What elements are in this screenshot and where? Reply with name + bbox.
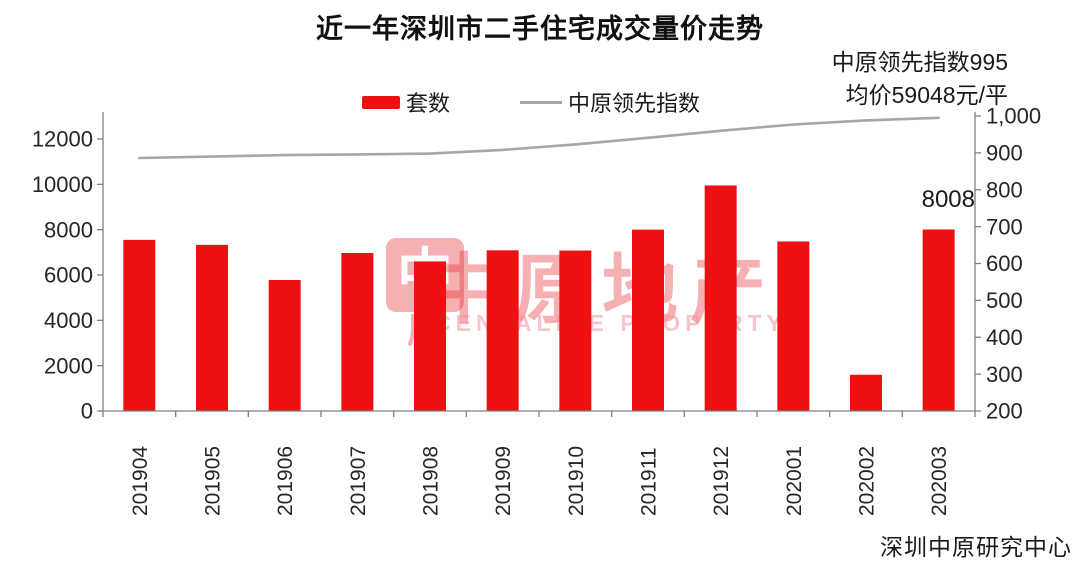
- bar-202003: [922, 229, 955, 411]
- x-axis-label-201908: 201908: [420, 446, 443, 516]
- bar-series-label: 套数: [406, 91, 451, 116]
- left-axis-tick-label: 4000: [44, 308, 93, 333]
- right-axis-tick-label: 900: [986, 141, 1023, 166]
- x-axis-label-201907: 201907: [347, 446, 370, 516]
- legend-item-line: 中原领先指数: [520, 86, 700, 118]
- legend-item-bars: 套数: [362, 86, 450, 118]
- bar-201908: [414, 261, 446, 411]
- left-axis-tick-label: 6000: [44, 263, 93, 288]
- index-annotation: 中原领先指数995: [831, 49, 1008, 75]
- right-axis-tick-label: 300: [986, 362, 1023, 387]
- bar-202002: [850, 374, 882, 411]
- x-axis-label-201904: 201904: [129, 446, 152, 516]
- bar-series-swatch: [362, 95, 400, 109]
- line-series-swatch: [520, 100, 562, 104]
- last-bar-value-label: 8008: [921, 186, 975, 213]
- x-axis-label-201912: 201912: [710, 446, 733, 516]
- x-axis-label-202003: 202003: [928, 446, 951, 516]
- right-axis-tick-label: 200: [986, 399, 1023, 424]
- bar-201910: [559, 250, 592, 411]
- bar-201906: [268, 279, 301, 411]
- left-axis-tick-label: 8000: [44, 217, 93, 242]
- bar-201911: [632, 229, 664, 411]
- top-right-annotation: 中原领先指数995 均价59048元/平: [832, 46, 1008, 112]
- x-axis-label-201906: 201906: [274, 446, 297, 516]
- index-line: [138, 116, 940, 160]
- bar-201904: [123, 239, 156, 411]
- bar-201907: [341, 253, 374, 411]
- right-axis-tick-label: 600: [986, 251, 1023, 276]
- left-axis-tick-label: 2000: [44, 353, 93, 378]
- x-axis-label-201909: 201909: [492, 446, 515, 516]
- left-axis-tick-label: 10000: [32, 172, 93, 197]
- right-axis-tick-label: 1,000: [986, 104, 1041, 129]
- bar-202001: [777, 241, 810, 411]
- x-axis-label-202002: 202002: [856, 446, 879, 516]
- chart-title: 近一年深圳市二手住宅成交量价走势: [316, 14, 764, 44]
- right-axis-tick-label: 500: [986, 288, 1023, 313]
- right-axis-tick-label: 400: [986, 325, 1023, 350]
- left-axis-tick-label: 0: [81, 399, 93, 424]
- left-axis-tick-label: 12000: [32, 127, 93, 152]
- avg-price-annotation: 均价59048元/平: [845, 82, 1008, 108]
- bar-201905: [196, 244, 228, 411]
- bar-201909: [486, 250, 519, 411]
- right-axis-tick-label: 800: [986, 177, 1023, 202]
- x-axis-label-201905: 201905: [202, 446, 225, 516]
- line-series-label: 中原领先指数: [568, 91, 701, 116]
- bar-201912: [704, 185, 737, 411]
- x-axis-label-201910: 201910: [565, 446, 588, 516]
- x-axis-label-201911: 201911: [638, 447, 661, 516]
- x-axis-label-202001: 202001: [783, 446, 806, 516]
- right-axis-tick-label: 700: [986, 214, 1023, 239]
- source-label: 深圳中原研究中心: [880, 534, 1072, 560]
